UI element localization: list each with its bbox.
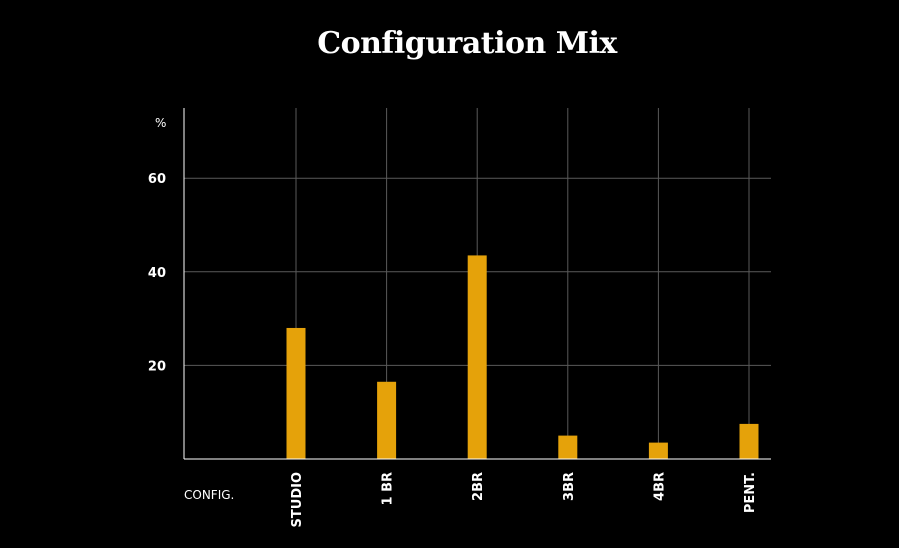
x-tick-label: 2BR [471,472,486,501]
bar-3br [558,435,578,459]
y-axis-unit-label: % [155,116,166,130]
x-tick-label: PENT. [743,472,758,513]
bar-2br [467,255,487,459]
y-tick-label: 40 [148,266,166,281]
bar-4br [648,442,668,459]
x-axis-label: CONFIG. [184,488,234,502]
vertical-gridlines [295,108,750,459]
y-tick-labels: 20 40 60 [148,172,166,374]
x-tick-label: 3BR [562,472,577,501]
x-tick-labels: STUDIO 1 BR 2BR 3BR 4BR PENT. [290,472,758,527]
x-tick-label: 1 BR [381,472,396,506]
bar-pent [739,423,759,459]
x-tick-label: 4BR [652,472,667,501]
x-tick-label: STUDIO [290,472,305,527]
bars-group [286,255,759,459]
y-tick-label: 60 [148,172,166,187]
bar-1-br [377,381,397,459]
y-tick-label: 20 [148,359,166,374]
bar-studio [286,327,306,459]
axes-group [183,108,771,460]
chart-title: Configuration Mix [317,26,617,61]
